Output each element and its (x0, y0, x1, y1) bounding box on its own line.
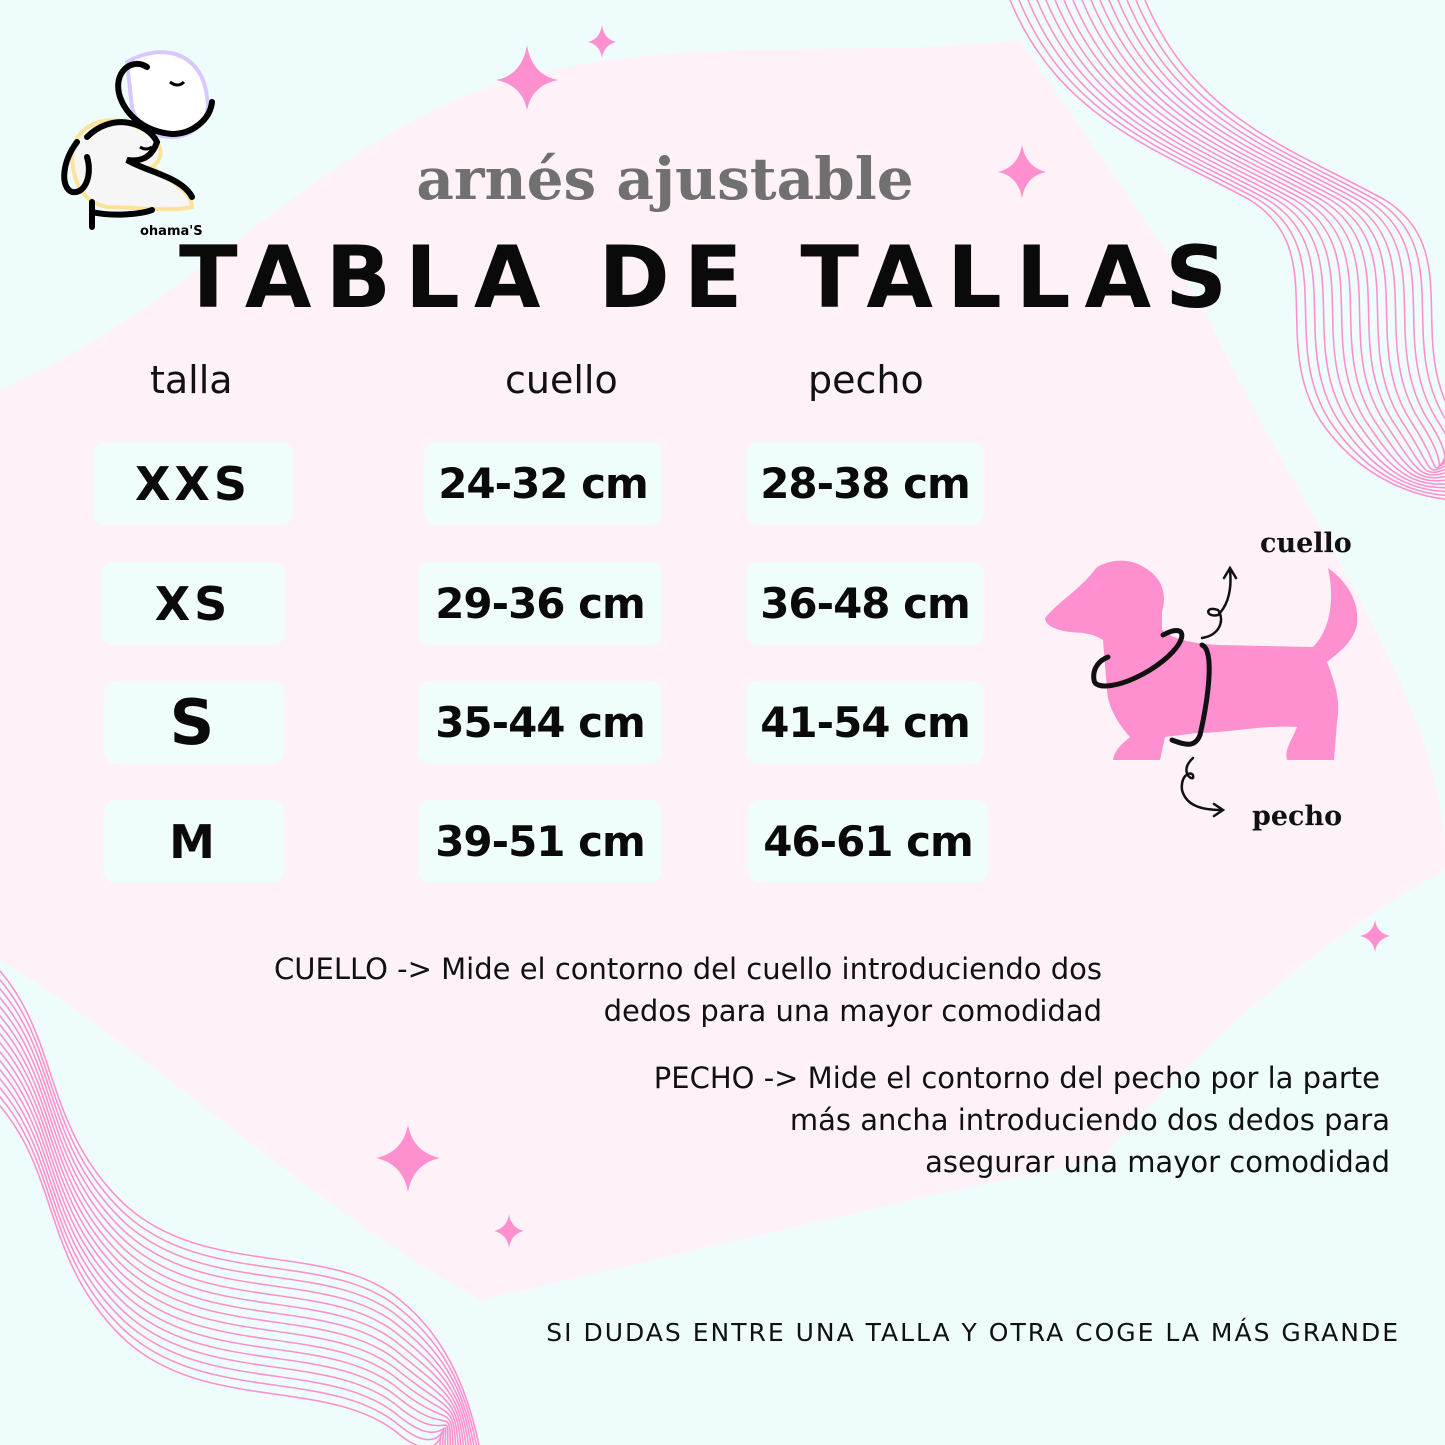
wave-line (0, 1041, 459, 1445)
wave-line (1027, 0, 1445, 493)
chest-cell: 36-48 cm (746, 562, 984, 645)
note-line: PECHO -> Mide el contorno del pecho por … (653, 1061, 1380, 1095)
wave-line (0, 1032, 462, 1445)
dog-silhouette (1045, 560, 1358, 760)
logo-text: ohama'S (140, 224, 203, 239)
sparkle-icon (1360, 920, 1390, 952)
neck-cell: 39-51 cm (418, 800, 662, 883)
sparkle-icon (998, 145, 1046, 198)
pink-blob (0, 40, 1445, 1300)
size-cell: XS (101, 562, 285, 645)
neck-loop (1091, 628, 1185, 689)
chest-cell: 41-54 cm (746, 681, 984, 764)
wave-line (1081, 0, 1445, 474)
wave-line (0, 987, 475, 1445)
dachshund-illustration (1045, 560, 1358, 818)
wave-line (1054, 0, 1445, 482)
wave-line (0, 1005, 470, 1445)
sparkle-icon (376, 1125, 440, 1192)
size-cell: S (104, 681, 284, 764)
wave-line (0, 1095, 445, 1445)
note-line: CUELLO -> Mide el contorno del cuello in… (274, 952, 1102, 986)
wave-line (0, 969, 480, 1445)
note-line: asegurar una mayor comodidad (925, 1145, 1390, 1179)
wavy-lines-bottom-left (0, 969, 480, 1445)
wave-line (0, 996, 472, 1445)
wave-line (1144, 0, 1445, 403)
chest-loop (1169, 642, 1212, 747)
wave-line (1072, 0, 1445, 476)
chest-arrow-icon (1180, 756, 1226, 818)
sparkle-icon (496, 45, 558, 110)
wave-line (1018, 0, 1445, 496)
wave-line (0, 1077, 449, 1445)
note-line: más ancha introduciendo dos dedos para (789, 1103, 1390, 1137)
logo-illustration (61, 50, 215, 230)
sparkle-icon (494, 1214, 524, 1248)
wave-line (1036, 0, 1445, 489)
wave-line (1126, 0, 1445, 462)
neck-arrow-icon (1200, 565, 1238, 640)
wave-line (0, 1059, 454, 1445)
wave-line (0, 1068, 452, 1445)
wave-line (1009, 0, 1445, 500)
neck-cell: 29-36 cm (418, 562, 662, 645)
wave-line (0, 1104, 443, 1445)
wave-line (0, 1050, 457, 1445)
wave-line (0, 978, 478, 1445)
diagram-label-cuello: cuello (1260, 528, 1352, 559)
size-cell: XXS (93, 442, 293, 525)
column-header-pecho: pecho (808, 358, 924, 402)
column-header-talla: talla (150, 358, 233, 402)
wave-line (0, 1014, 467, 1445)
wave-line (1045, 0, 1445, 485)
neck-cell: 35-44 cm (418, 681, 662, 764)
size-cell: M (104, 800, 284, 883)
wave-line (1090, 0, 1445, 471)
wave-line (1099, 0, 1445, 469)
note-pecho: PECHO -> Mide el contorno del pecho por … (654, 1057, 1390, 1183)
diagram-label-pecho: pecho (1252, 801, 1343, 832)
wave-line (0, 1086, 447, 1445)
brand-logo: ohama'S (52, 42, 222, 242)
footer-advice: SI DUDAS ENTRE UNA TALLA Y OTRA COGE LA … (546, 1318, 1400, 1347)
page-title: TABLA DE TALLAS (178, 228, 1242, 328)
wave-line (1135, 0, 1445, 420)
wavy-lines-top-right (1009, 0, 1445, 500)
note-cuello: CUELLO -> Mide el contorno del cuello in… (274, 948, 1102, 1032)
chest-cell: 28-38 cm (746, 442, 984, 525)
chest-cell: 46-61 cm (748, 800, 988, 883)
neck-cell: 24-32 cm (424, 442, 662, 525)
note-line: dedos para una mayor comodidad (603, 994, 1102, 1028)
wave-line (1108, 0, 1445, 467)
sparkles (376, 25, 1390, 1248)
column-header-cuello: cuello (505, 358, 618, 402)
subtitle: arnés ajustable (416, 145, 914, 213)
wave-line (1063, 0, 1445, 479)
wave-line (1117, 0, 1445, 465)
wave-line (0, 1023, 465, 1445)
sparkle-icon (588, 25, 616, 58)
